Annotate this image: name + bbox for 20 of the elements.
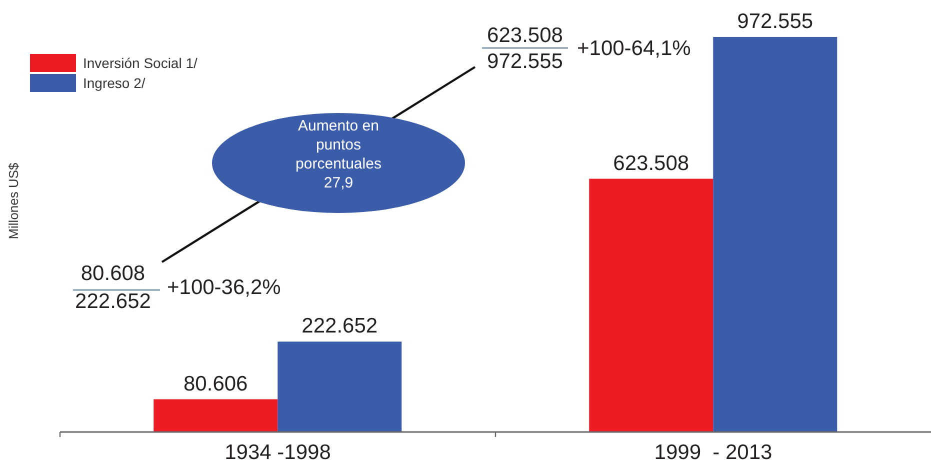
annotation: Aumento en puntos porcentuales 27,9	[296, 118, 382, 192]
annotation: 80.608	[80, 262, 146, 285]
legend-label: Ingreso 2/	[83, 75, 146, 91]
annotation: +100-36,2%	[167, 276, 281, 299]
data-label: 972.555	[737, 10, 814, 33]
bar	[154, 399, 278, 432]
x-tick-label: 1934 -1998	[224, 441, 331, 461]
annotation: +100-64,1%	[577, 37, 691, 60]
y-axis-title: Millones US$	[6, 162, 21, 240]
data-label: 222.652	[302, 314, 378, 338]
legend-label: Inversión Social 1/	[83, 55, 198, 71]
bar	[278, 342, 402, 432]
annotation: 972.555	[487, 50, 563, 73]
bar	[713, 37, 838, 432]
annotation: 623.508	[487, 24, 563, 47]
x-tick-label: 1999 - 2013	[654, 441, 772, 461]
data-label: 623.508	[613, 152, 690, 175]
annotation: 222.652	[75, 290, 151, 313]
bar	[589, 178, 714, 432]
data-label: 80.606	[184, 372, 248, 396]
